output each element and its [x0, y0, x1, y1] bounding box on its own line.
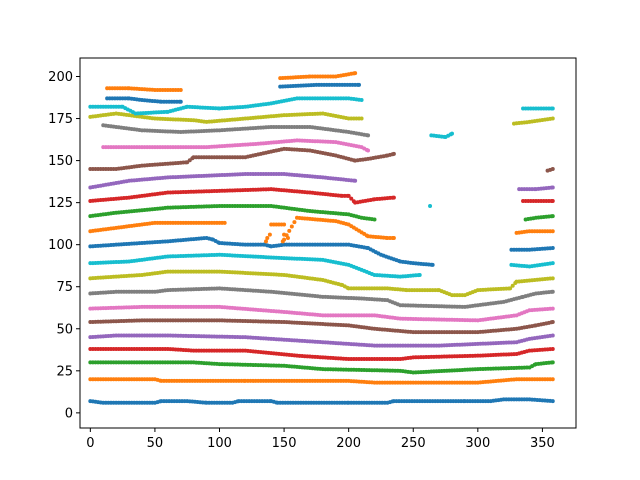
data-point — [391, 195, 396, 200]
series-0 — [88, 397, 555, 405]
data-point — [550, 214, 555, 219]
series-8 — [88, 269, 555, 298]
x-tick-label: 50 — [147, 436, 164, 451]
series-17 — [101, 123, 371, 138]
series-3 — [88, 346, 555, 362]
y-tick-label: 100 — [48, 238, 73, 253]
x-tick-label: 250 — [401, 436, 426, 451]
series-19 — [88, 96, 555, 208]
data-point — [550, 360, 555, 365]
data-point — [550, 289, 555, 294]
series-14 — [88, 172, 555, 192]
data-point — [550, 246, 555, 251]
y-tick-label: 175 — [48, 112, 73, 127]
y-tick-label: 50 — [56, 322, 73, 337]
data-point — [417, 272, 422, 277]
data-point — [289, 224, 294, 229]
data-point — [550, 306, 555, 311]
data-point — [550, 320, 555, 325]
data-point — [430, 262, 435, 267]
data-point — [428, 204, 433, 208]
data-point — [391, 235, 396, 240]
x-tick-label: 100 — [207, 436, 232, 451]
data-point — [550, 261, 555, 266]
series-7 — [88, 286, 555, 309]
y-tick-label: 200 — [48, 70, 73, 85]
data-point — [510, 283, 515, 288]
y-tick-label: 125 — [48, 196, 73, 211]
series-6 — [88, 304, 555, 323]
data-point — [359, 116, 364, 121]
data-point — [550, 229, 555, 234]
data-point — [366, 148, 371, 153]
series-11 — [88, 215, 555, 244]
series-5 — [88, 318, 555, 335]
data-point — [359, 98, 364, 103]
x-tick-label: 300 — [465, 436, 490, 451]
data-point — [353, 178, 358, 183]
y-axis: 0 25 50 75 100 125 150 175 200 — [48, 70, 80, 421]
data-point — [287, 228, 292, 233]
data-point — [550, 346, 555, 351]
data-point — [264, 239, 268, 244]
series-18 — [88, 111, 555, 126]
data-point — [372, 217, 377, 222]
data-point — [550, 399, 555, 404]
data-point — [550, 106, 555, 111]
data-point — [178, 87, 183, 92]
series-2 — [88, 360, 555, 375]
y-tick-label: 150 — [48, 154, 73, 169]
data-points-layer — [88, 71, 555, 405]
x-tick-label: 0 — [86, 436, 94, 451]
y-tick-label: 25 — [56, 364, 73, 379]
series-20 — [105, 82, 361, 104]
data-point — [508, 286, 513, 291]
x-tick-label: 350 — [530, 436, 555, 451]
y-tick-label: 75 — [56, 280, 73, 295]
series-9 — [88, 252, 555, 279]
series-21 — [105, 71, 358, 92]
y-tick-label: 0 — [65, 406, 73, 421]
series-10 — [88, 235, 555, 267]
series-4 — [88, 333, 555, 348]
data-point — [550, 185, 555, 190]
data-point — [357, 82, 361, 87]
data-point — [550, 377, 555, 382]
x-axis: 0 50 100 150 200 250 300 350 — [86, 428, 555, 451]
data-point — [292, 220, 297, 225]
data-point — [282, 237, 287, 242]
series-12 — [88, 204, 555, 222]
data-point — [267, 232, 272, 237]
data-point — [178, 99, 183, 104]
series-15 — [88, 146, 555, 173]
data-point — [550, 333, 555, 338]
data-point — [353, 71, 358, 76]
data-point — [550, 198, 555, 203]
data-point — [349, 196, 354, 201]
data-point — [282, 222, 287, 227]
data-point — [366, 133, 371, 138]
data-point — [550, 276, 555, 281]
x-tick-label: 200 — [336, 436, 361, 451]
data-point — [346, 193, 351, 198]
data-point — [550, 116, 555, 121]
data-point — [222, 220, 227, 225]
data-point — [450, 131, 454, 136]
series-13 — [88, 187, 555, 205]
series-16 — [101, 138, 371, 153]
plot-area-frame — [79, 57, 577, 429]
data-point — [284, 233, 289, 238]
data-point — [265, 235, 270, 240]
x-tick-label: 150 — [272, 436, 297, 451]
data-point — [550, 167, 555, 171]
series-1 — [88, 377, 555, 385]
data-point — [391, 151, 396, 156]
